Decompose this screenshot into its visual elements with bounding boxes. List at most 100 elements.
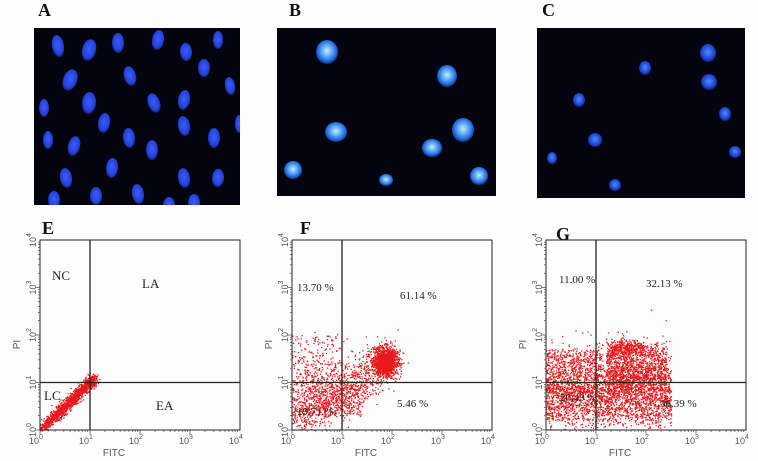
quadrant-pct-upper-left: 13.70 % — [297, 282, 334, 294]
nucleus — [176, 89, 191, 111]
nucleus — [66, 135, 83, 157]
micro-b-image — [277, 28, 496, 196]
quadrant-pct-upper-right: 61.14 % — [400, 290, 437, 302]
quadrant-pct-upper-right: 32.13 % — [646, 278, 683, 290]
nucleus — [122, 128, 136, 149]
nucleus — [437, 65, 457, 87]
nucleus — [48, 191, 60, 205]
quadrant-label-nc: NC — [52, 268, 70, 283]
y-tick-label: 104 — [278, 233, 290, 247]
micro-a-image — [34, 28, 240, 205]
x-tick-label: 104 — [481, 434, 495, 446]
nucleus — [701, 74, 717, 90]
x-tick-label: 101 — [331, 434, 345, 446]
nucleus — [43, 131, 53, 149]
nucleus — [379, 174, 393, 186]
nucleus — [130, 183, 145, 205]
x-tick-label: 101 — [585, 434, 599, 446]
nucleus — [284, 161, 302, 179]
nucleus — [122, 65, 139, 87]
flow-plot-svg: 100 101 102 103 104100101102103104FITCPI13.7… — [252, 232, 502, 461]
micrograph-c — [537, 28, 745, 198]
nucleus — [208, 128, 220, 148]
y-tick-label: 102 — [278, 328, 290, 342]
nucleus — [179, 43, 193, 62]
x-tick-label: 101 — [79, 434, 93, 446]
y-tick-label: 100 — [26, 423, 38, 437]
y-tick-label: 104 — [532, 233, 544, 247]
nucleus — [422, 139, 442, 157]
nucleus — [163, 197, 175, 205]
flow-plot-e: 100 101 102 103 104 100 101 102 103 104 FITC PI NC LA… — [0, 232, 250, 461]
x-tick-label: 103 — [685, 434, 699, 446]
y-tick-label: 102 — [532, 328, 544, 342]
x-tick-label: 103 — [431, 434, 445, 446]
nucleus — [213, 31, 223, 49]
nucleus — [145, 92, 163, 115]
quadrant-pct-lower-right: 36.39 % — [660, 398, 697, 410]
nucleus — [325, 122, 347, 142]
nucleus — [316, 40, 338, 64]
nucleus — [188, 194, 200, 205]
nucleus — [224, 76, 237, 95]
y-tick-label: 104 — [26, 233, 38, 247]
nucleus — [150, 29, 165, 51]
nucleus — [39, 99, 49, 117]
nucleus — [588, 133, 602, 147]
nucleus — [729, 146, 741, 158]
y-tick-label: 102 — [26, 328, 38, 342]
nucleus — [470, 167, 488, 185]
event-dots — [546, 310, 672, 431]
panel-label-b: B — [289, 0, 301, 21]
y-axis-title: PI — [264, 340, 275, 349]
panel-label-a: A — [38, 0, 51, 21]
nucleus — [700, 44, 716, 62]
x-tick-label: 104 — [229, 434, 243, 446]
y-tick-label: 103 — [26, 280, 38, 294]
x-tick-label: 104 — [735, 434, 749, 446]
nucleus — [452, 118, 474, 142]
y-tick-label: 100 — [278, 423, 290, 437]
nucleus — [176, 115, 191, 137]
x-tick-label: 103 — [179, 434, 193, 446]
nucleus — [547, 152, 557, 164]
nucleus — [176, 167, 191, 189]
y-tick-label: 103 — [532, 280, 544, 294]
flow-plot-svg: 100 101 102 103 104100101102103104FITCPI11.0… — [506, 232, 756, 461]
y-tick-label: 101 — [26, 375, 38, 389]
quadrant-pct-upper-left: 11.00 % — [559, 274, 595, 286]
x-tick-label: 102 — [381, 434, 395, 446]
x-axis-title: FITC — [355, 448, 377, 459]
nucleus — [573, 93, 585, 107]
y-tick-label: 103 — [278, 280, 290, 294]
nucleus — [58, 167, 73, 189]
micrograph-b — [277, 28, 496, 196]
micrograph-a — [34, 28, 240, 205]
quadrant-label-la: LA — [142, 276, 160, 291]
flow-plot-g: 100 101 102 103 104 100 101 102 103 104 FITC PI 11.0… — [506, 232, 756, 461]
micro-c-image — [537, 28, 745, 198]
flow-plot-svg: 100 101 102 103 104100101102103104FITCPINCLA… — [0, 232, 250, 461]
nucleus — [198, 59, 210, 77]
nucleus — [639, 61, 651, 75]
nucleus — [211, 169, 225, 188]
nucleus — [96, 112, 111, 134]
x-tick-label: 102 — [635, 434, 649, 446]
quadrant-pct-lower-left: 20.49 % — [560, 392, 597, 404]
quadrant-pct-lower-left: 19.71 % — [297, 406, 334, 418]
nucleus — [50, 34, 66, 58]
nucleus — [81, 91, 97, 114]
y-tick-label: 100 — [532, 423, 544, 437]
y-axis-title: PI — [12, 340, 23, 349]
x-axis-title: FITC — [609, 448, 631, 459]
quadrant-label-lc: LC — [44, 388, 61, 403]
panel-label-c: C — [542, 0, 555, 21]
nucleus — [60, 67, 81, 92]
nucleus — [105, 158, 119, 179]
nucleus — [112, 33, 124, 53]
y-tick-label: 101 — [278, 375, 290, 389]
nucleus — [235, 115, 240, 133]
quadrant-label-ea: EA — [156, 398, 174, 413]
y-axis-title: PI — [518, 340, 529, 349]
